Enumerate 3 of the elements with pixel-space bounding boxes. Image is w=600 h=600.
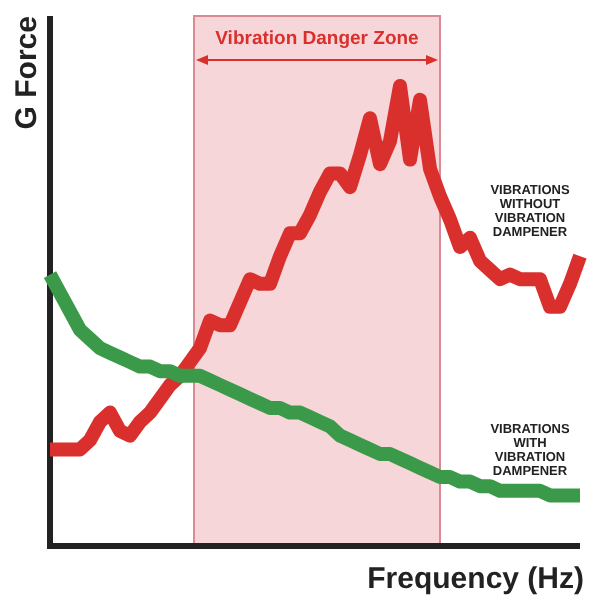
text: Vibration Danger Zone	[215, 28, 419, 50]
y-axis-title: G Force	[10, 16, 44, 130]
x-axis-title: Frequency (Hz)	[367, 562, 584, 596]
